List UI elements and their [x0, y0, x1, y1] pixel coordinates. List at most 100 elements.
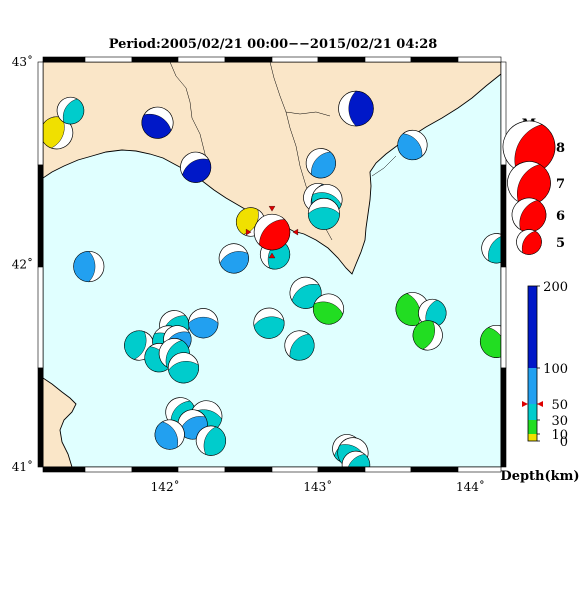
focal-mechanism: [289, 276, 322, 309]
focal-mechanism: [412, 320, 443, 351]
focal-mechanism-compressional-quadrant: [308, 207, 340, 230]
magnitude-legend-label: 5: [556, 236, 565, 251]
longitude-labels: 142˚ 143˚ 144˚: [151, 479, 485, 494]
frame-bar-bottom: [271, 466, 319, 473]
focal-mechanism-compressional-quadrant: [154, 421, 178, 450]
frame-bar-top: [271, 56, 319, 63]
focal-mechanism-compressional-quadrant: [253, 316, 285, 339]
mainshock-marker-left: [245, 228, 252, 236]
frame-bar-bottom: [42, 466, 86, 473]
focal-mechanism: [312, 293, 345, 325]
depth-scale-tick-label: 10: [551, 428, 568, 443]
focal-mechanism: [141, 106, 174, 139]
depth-scale-tick-label: 100: [543, 362, 568, 377]
frame-bar-top: [457, 56, 502, 63]
frame-bar-left: [37, 61, 44, 166]
frame-bar-right: [500, 164, 507, 268]
focal-mechanism: [338, 90, 374, 127]
mainshock-focal-mechanism: [253, 213, 291, 251]
focal-mechanism-compressional-quadrant: [480, 327, 501, 358]
focal-mechanism-compressional-quadrant: [348, 90, 374, 127]
focal-mechanism-compressional-quadrant: [313, 301, 343, 325]
focal-mechanism-compressional-quadrant: [73, 251, 96, 282]
focal-mechanism-compressional-quadrant: [289, 333, 315, 361]
depth-band: [528, 404, 537, 420]
frame-bar-bottom: [224, 466, 273, 473]
depth-marker-left: [522, 401, 528, 407]
focal-mechanism: [305, 148, 336, 179]
map-area[interactable]: [36, 62, 518, 484]
focal-mechanism: [284, 330, 315, 361]
focal-mechanism: [418, 298, 447, 328]
focal-mechanism: [481, 233, 501, 264]
focal-mechanism-compressional-quadrant: [62, 98, 85, 125]
depth-band: [528, 434, 537, 441]
frame-bar-top: [177, 56, 226, 63]
focal-mechanism-compressional-quadrant: [219, 251, 249, 274]
depth-scale-tick-label: 200: [543, 280, 568, 295]
focal-mechanism: [479, 325, 501, 358]
depth-scale-tick-label: 30: [551, 414, 568, 429]
mainshock-marker-bottom: [268, 252, 276, 259]
magnitude-legend-label: 7: [556, 177, 565, 192]
frame-bar-top: [410, 56, 459, 63]
depth-marker-right: [537, 401, 543, 407]
magnitude-legend-label: 8: [556, 141, 565, 156]
focal-mechanism: [195, 425, 227, 456]
frame-bar-bottom: [457, 466, 502, 473]
frame-bar-top: [317, 56, 366, 63]
frame-bar-bottom: [177, 466, 226, 473]
focal-mechanism-compressional-quadrant: [182, 158, 211, 183]
focal-mechanism-compressional-quadrant: [43, 116, 65, 149]
frame-bar-left: [37, 164, 44, 268]
mainshock-focal-mechanism-compressional-quadrant: [259, 219, 291, 251]
frame-bar-left: [37, 266, 44, 369]
focal-mechanism: [397, 129, 428, 161]
longitude-label: 142˚: [151, 479, 180, 494]
frame-bar-bottom: [84, 466, 133, 473]
focal-mechanism-compressional-quadrant: [412, 320, 435, 350]
magnitude-legend-ball: [507, 161, 551, 205]
longitude-label: 143˚: [303, 479, 332, 494]
focal-mechanism-compressional-quadrant: [311, 151, 336, 179]
focal-mechanism-compressional-quadrant: [203, 426, 226, 456]
focal-mechanism-compressional-quadrant: [236, 207, 259, 235]
focal-mechanism: [56, 96, 85, 125]
depth-scale-label: Depth(km): [500, 469, 579, 484]
frame-bar-bottom: [131, 466, 179, 473]
mainshock-marker-right: [292, 228, 299, 236]
depth-band: [528, 286, 537, 368]
focal-mechanism: [253, 307, 285, 339]
focal-mechanism: [167, 352, 200, 384]
frame-bar-right: [500, 266, 507, 369]
frame-bar-top: [224, 56, 273, 63]
depth-scale-frame: [527, 285, 538, 442]
frame-bar-top: [84, 56, 133, 63]
magnitude-legend-ball: [516, 229, 542, 255]
frame-bar-top: [42, 56, 86, 63]
depth-scale-tick-label: 0: [560, 435, 568, 450]
frame-ticks: [37, 56, 507, 473]
depth-band: [528, 368, 537, 404]
frame-bar-bottom: [317, 466, 366, 473]
focal-mechanism: [154, 419, 185, 450]
focal-mechanism-compressional-quadrant: [124, 330, 147, 360]
frame-bar-top: [364, 56, 412, 63]
mainshock-marker-top: [268, 206, 276, 212]
magnitude-legend-ball: [502, 120, 556, 174]
focal-mechanism-compressional-quadrant: [168, 361, 199, 384]
focal-mechanism-compressional-quadrant: [141, 114, 172, 139]
depth-band: [528, 420, 537, 434]
latitude-label: 42˚: [12, 257, 33, 272]
focal-mechanism-compressional-quadrant: [188, 316, 219, 339]
focal-mechanism: [307, 197, 340, 230]
focal-mechanism-compressional-quadrant: [397, 133, 423, 160]
honshu-land: [43, 377, 77, 467]
latitude-label: 43˚: [12, 54, 33, 69]
focal-mechanism-layer: [43, 90, 501, 467]
focal-mechanism: [73, 250, 105, 283]
frame-bar-left: [37, 367, 44, 468]
frame-bar-right: [500, 367, 507, 468]
